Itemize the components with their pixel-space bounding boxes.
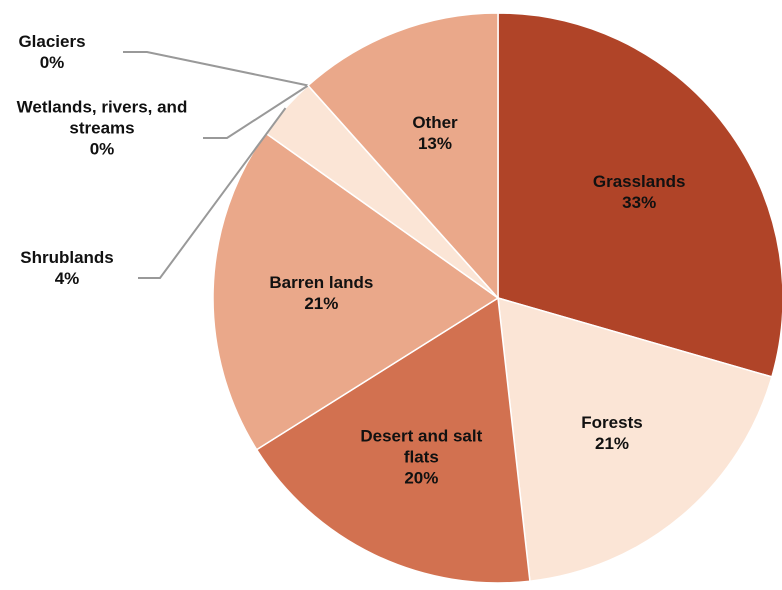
slice-label: Shrublands 4% [2,247,132,289]
value-label: 13% [417,133,452,153]
pie-slice [212,132,500,451]
category-label: Wetlands, rivers, and streams [16,97,188,138]
category-label: Other [412,112,458,132]
slice-label: Other 13% [375,112,495,154]
value-label: 21% [594,434,630,453]
slice-label: Forests 21% [552,412,672,454]
category-label: Grasslands [592,171,686,191]
value-label: 20% [404,468,439,488]
pie-slice [497,296,773,583]
pie-slice [307,12,499,300]
leader-line [138,107,287,279]
category-label: Desert and salt flats [360,426,483,467]
category-label: Barren lands [269,273,374,293]
category-label: Glaciers [18,32,86,51]
value-label: 4% [54,269,80,288]
value-label: 33% [622,192,657,212]
value-label: 0% [39,53,65,72]
leader-line [203,84,309,139]
pie-slice [255,296,531,584]
value-label: 0% [89,139,115,159]
slice-label: Wetlands, rivers, and streams 0% [7,97,197,160]
slice-label: Desert and salt flats 20% [356,426,486,489]
value-label: 21% [304,294,339,314]
leader-line [123,51,309,87]
slice-label: Glaciers 0% [0,31,117,73]
slice-label: Barren lands 21% [241,272,401,314]
category-label: Forests [581,413,643,432]
pie-slice [497,12,782,378]
category-label: Shrublands [20,248,114,267]
slice-label: Grasslands 33% [569,171,709,213]
